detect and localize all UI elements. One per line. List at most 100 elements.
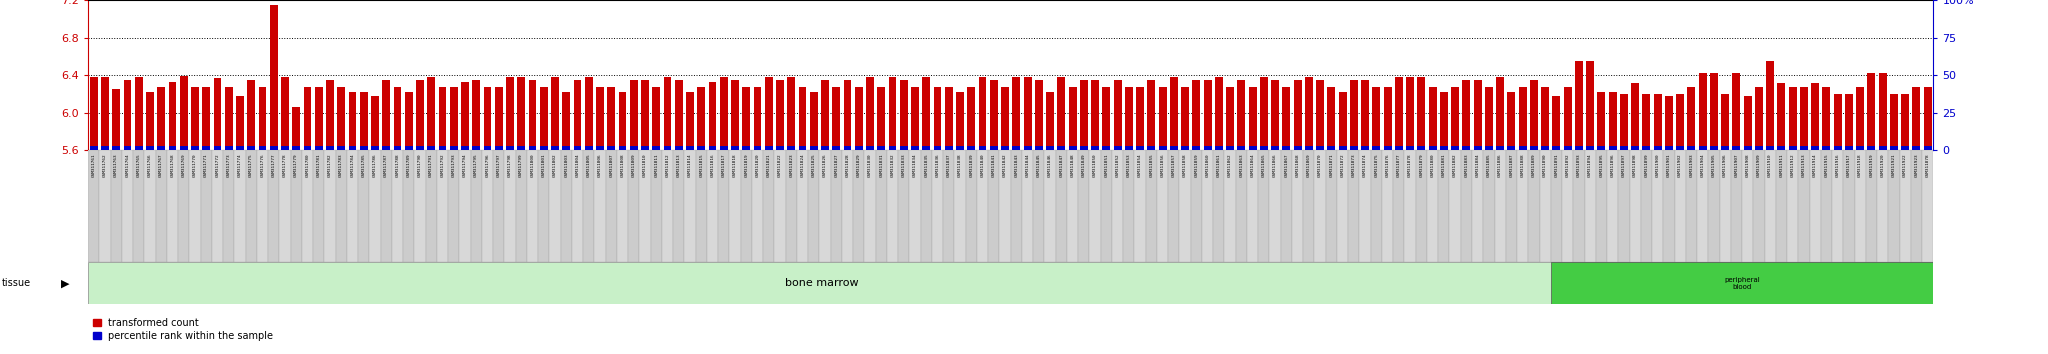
Bar	[922, 150, 932, 262]
Bar	[1260, 146, 1268, 150]
Bar	[1720, 150, 1731, 262]
Text: GSM311896: GSM311896	[1610, 154, 1614, 177]
Bar	[1057, 77, 1065, 150]
Bar	[934, 146, 942, 150]
Bar	[899, 146, 907, 150]
Bar	[563, 92, 569, 150]
Bar	[1507, 92, 1516, 150]
Bar	[1901, 150, 1911, 262]
Bar	[752, 150, 764, 262]
Bar	[944, 86, 952, 150]
Bar	[864, 150, 877, 262]
Text: GSM311908: GSM311908	[1745, 154, 1749, 177]
Bar	[1069, 86, 1077, 150]
Bar	[1382, 150, 1393, 262]
Text: GSM311853: GSM311853	[1126, 154, 1130, 177]
Bar	[899, 150, 909, 262]
Text: GSM311866: GSM311866	[1274, 154, 1278, 177]
Bar	[1505, 150, 1518, 262]
Text: GSM311777: GSM311777	[272, 154, 276, 177]
Text: bone marrow: bone marrow	[786, 278, 858, 288]
Text: GSM311795: GSM311795	[475, 154, 479, 177]
Bar	[143, 150, 156, 262]
Bar	[629, 150, 639, 262]
Text: GSM311859: GSM311859	[1194, 154, 1198, 177]
Bar	[1157, 150, 1167, 262]
Bar	[686, 92, 694, 150]
Bar	[313, 150, 324, 262]
Bar	[1608, 150, 1618, 262]
Bar	[1180, 150, 1190, 262]
Bar	[729, 150, 741, 262]
Bar	[1675, 150, 1686, 262]
Bar	[1755, 86, 1763, 150]
Bar	[1452, 86, 1458, 150]
Bar	[1778, 83, 1786, 150]
Bar	[1169, 146, 1178, 150]
Bar	[438, 146, 446, 150]
Bar	[1575, 146, 1583, 150]
Text: GSM311878: GSM311878	[1925, 154, 1929, 177]
Bar	[223, 150, 233, 262]
Bar	[1137, 146, 1145, 150]
Bar	[1565, 146, 1571, 150]
Bar	[866, 146, 874, 150]
Bar	[754, 146, 762, 150]
Bar	[270, 146, 279, 150]
Text: GSM311783: GSM311783	[340, 154, 344, 177]
Bar	[719, 77, 727, 150]
Bar	[1438, 150, 1450, 262]
Text: GSM311802: GSM311802	[553, 154, 557, 177]
Bar	[1733, 146, 1741, 150]
Bar	[1182, 146, 1190, 150]
Bar	[1530, 80, 1538, 150]
Text: GSM311890: GSM311890	[1542, 154, 1546, 177]
Bar	[1542, 146, 1548, 150]
Bar	[1057, 146, 1065, 150]
Bar	[1192, 146, 1200, 150]
Bar	[707, 150, 719, 262]
Bar	[618, 146, 627, 150]
Bar	[428, 146, 434, 150]
Text: tissue: tissue	[2, 278, 31, 288]
Bar	[494, 150, 504, 262]
Bar	[1282, 146, 1290, 150]
Bar	[90, 146, 98, 150]
Bar	[248, 146, 256, 150]
Bar	[1530, 146, 1538, 150]
Text: GSM311889: GSM311889	[1532, 154, 1536, 177]
Bar	[1642, 146, 1651, 150]
Bar	[281, 146, 289, 150]
Bar	[371, 96, 379, 150]
Bar	[248, 80, 256, 150]
Text: GSM311841: GSM311841	[991, 154, 995, 177]
Bar	[1923, 146, 1931, 150]
Bar	[190, 146, 199, 150]
Text: GSM311785: GSM311785	[362, 154, 367, 177]
Bar	[279, 150, 291, 262]
Bar	[451, 146, 457, 150]
Bar	[1407, 146, 1413, 150]
Text: GSM311774: GSM311774	[238, 154, 242, 177]
Bar	[889, 146, 897, 150]
Bar	[1405, 150, 1415, 262]
Text: GSM311882: GSM311882	[1454, 154, 1456, 177]
Text: GSM311904: GSM311904	[1700, 154, 1704, 177]
Bar	[608, 146, 614, 150]
Bar	[123, 146, 131, 150]
Text: GSM311865: GSM311865	[1262, 154, 1266, 177]
Bar	[1135, 150, 1145, 262]
Bar	[1475, 80, 1481, 150]
Text: GSM311787: GSM311787	[385, 154, 389, 177]
Bar	[1845, 94, 1853, 150]
Bar	[1327, 86, 1335, 150]
Bar	[1575, 61, 1583, 150]
Bar	[854, 150, 864, 262]
Bar	[1024, 146, 1032, 150]
Bar	[1868, 73, 1876, 150]
Bar	[1810, 83, 1819, 150]
Bar	[1214, 77, 1223, 150]
Bar	[225, 146, 233, 150]
Bar	[684, 150, 696, 262]
Text: GSM311773: GSM311773	[227, 154, 231, 177]
